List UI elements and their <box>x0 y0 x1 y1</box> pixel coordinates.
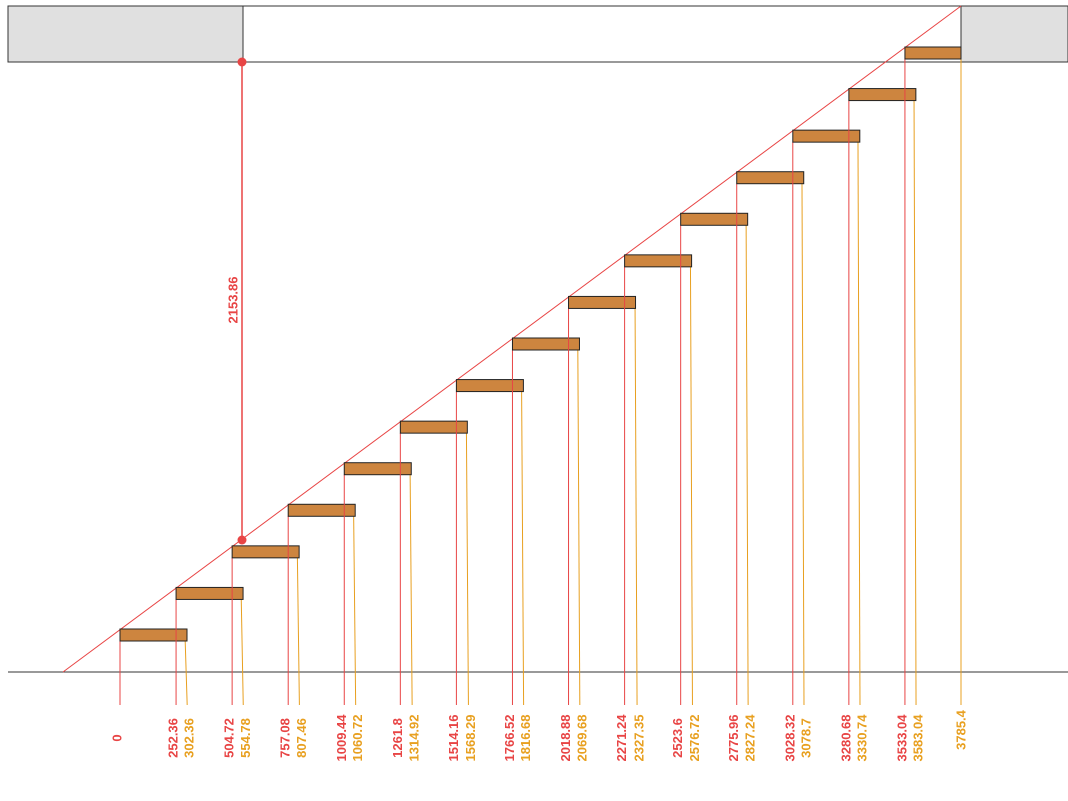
nosing-line <box>296 557 300 706</box>
nosing-line <box>801 183 805 706</box>
height-label: 2153.86 <box>226 277 241 324</box>
nosing-label: 3583.04 <box>911 714 926 762</box>
upper-floor <box>242 5 962 63</box>
nosing-line <box>353 516 357 706</box>
position-label: 252.36 <box>166 718 181 758</box>
tread <box>231 545 300 559</box>
left-slab <box>7 5 244 63</box>
nosing-label: 807.46 <box>294 718 309 758</box>
nosing-label: 3078.7 <box>798 718 813 758</box>
tread <box>904 46 962 60</box>
tread <box>792 129 861 143</box>
tread <box>175 586 244 600</box>
nosing-label: 1060.72 <box>350 715 365 762</box>
position-label: 0 <box>110 734 125 741</box>
tread <box>511 337 580 351</box>
right-slab <box>960 5 1068 63</box>
position-label: 2018.88 <box>558 715 573 762</box>
tread <box>736 171 805 185</box>
tread <box>848 88 917 102</box>
nosing-label: 3330.74 <box>854 714 869 762</box>
nosing-label: 302.36 <box>182 718 197 758</box>
dimension-dot <box>237 57 247 67</box>
position-label: 2271.24 <box>614 714 629 762</box>
dimension-dot <box>237 535 247 545</box>
nosing-label: 1314.92 <box>407 715 422 762</box>
tread <box>399 420 468 434</box>
nosing-label: 2576.72 <box>687 715 702 762</box>
position-label: 1261.8 <box>390 718 405 758</box>
tread <box>680 212 749 226</box>
position-label: 757.08 <box>278 718 293 758</box>
position-label: 1766.52 <box>502 715 517 762</box>
tread <box>568 295 637 309</box>
tread <box>119 628 188 642</box>
nosing-label: 3785.4 <box>954 709 969 750</box>
position-label: 3280.68 <box>838 715 853 762</box>
nosing-line <box>634 308 638 706</box>
position-label: 3028.32 <box>782 715 797 762</box>
nosing-label: 2827.24 <box>743 714 758 762</box>
nosing-label: 1568.29 <box>463 715 478 762</box>
nosing-line <box>521 391 525 706</box>
nosing-label: 2327.35 <box>632 715 647 762</box>
position-label: 504.72 <box>222 718 237 758</box>
nosing-line <box>689 266 693 706</box>
position-label: 1514.16 <box>446 715 461 762</box>
nosing-line <box>745 225 749 706</box>
tread <box>343 462 412 476</box>
nosing-line <box>577 349 581 706</box>
nosing-line <box>184 640 188 706</box>
position-label: 1009.44 <box>334 714 349 762</box>
nosing-label: 1816.68 <box>518 715 533 762</box>
nosing-line <box>465 433 469 706</box>
tread <box>624 254 693 268</box>
nosing-label: 554.78 <box>238 718 253 758</box>
nosing-label: 2069.68 <box>574 715 589 762</box>
position-label: 2523.6 <box>670 718 685 758</box>
nosing-line <box>913 100 917 706</box>
tread <box>287 503 356 517</box>
position-label: 2775.96 <box>726 715 741 762</box>
tread <box>455 379 524 393</box>
position-label: 3533.04 <box>894 714 909 762</box>
nosing-line <box>409 474 413 706</box>
nosing-line <box>857 142 861 706</box>
nosing-line <box>240 599 244 706</box>
